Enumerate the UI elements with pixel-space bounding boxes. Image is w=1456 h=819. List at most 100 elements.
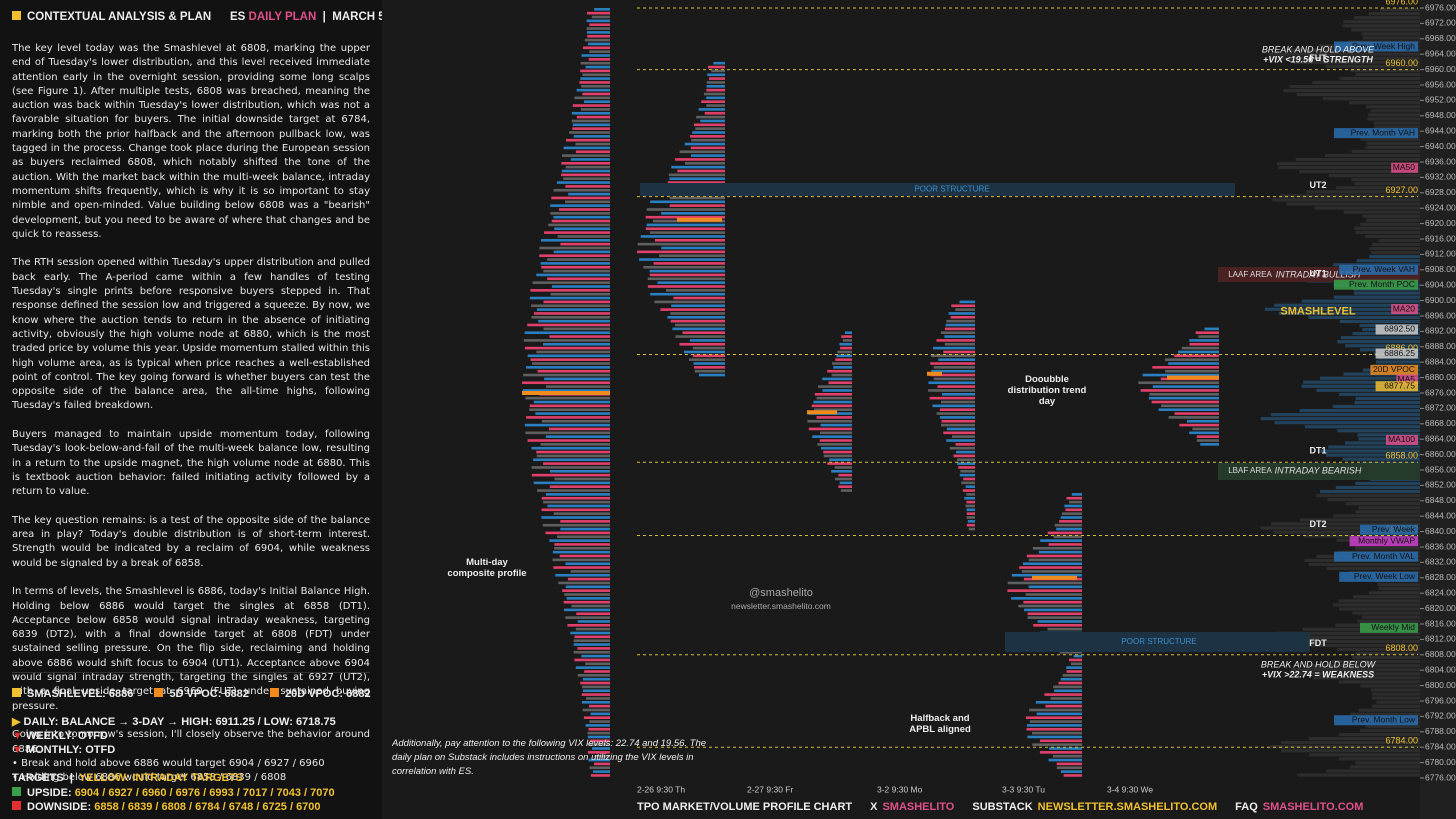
profile-bar [669, 204, 725, 207]
profile-bar [960, 470, 975, 473]
profile-bar [560, 520, 610, 523]
profile-bar [838, 485, 852, 488]
volume-bar [1340, 336, 1420, 340]
x-tick-label: 3-4 9:30 We [1107, 784, 1153, 794]
profile-bar [552, 550, 610, 554]
paragraph: The key question remains: is a test of t… [12, 514, 370, 569]
profile-bar [536, 350, 610, 354]
profile-bar [1056, 527, 1082, 531]
profile-bar [828, 381, 852, 385]
y-tick-label: 6944.00 [1425, 125, 1456, 135]
paragraph: The key level today was the Smashlevel a… [12, 43, 370, 240]
profile-bar [585, 697, 610, 700]
tag-label: 6892.50 [1384, 324, 1415, 334]
volume-bar [1322, 97, 1420, 101]
profile-bar [1063, 774, 1082, 777]
profile-bar [965, 485, 975, 488]
footer-item: X [870, 801, 878, 813]
volume-bar [1343, 210, 1420, 214]
profile-bar [1052, 754, 1082, 758]
y-tick-label: 6792.00 [1425, 711, 1456, 721]
profile-bar [524, 423, 610, 427]
band-label: POOR STRUCTURE [1121, 637, 1196, 646]
profile-bar [576, 88, 610, 92]
profile-bar [953, 454, 975, 458]
profile-bar [538, 319, 610, 323]
volume-bar [1352, 611, 1420, 615]
profile-bar [574, 96, 610, 100]
tag-bg [1334, 41, 1418, 52]
volume-bar [1374, 125, 1420, 129]
target-label: DT1 [1309, 446, 1326, 456]
tag-label: MA5 [1398, 374, 1416, 384]
profile-bar [928, 389, 975, 392]
profile-bar [540, 262, 610, 265]
profile-bar [539, 246, 610, 250]
profile-bar [1047, 627, 1082, 631]
profile-bar [1044, 693, 1082, 696]
profile-bar [575, 150, 610, 154]
profile-bar [1021, 570, 1082, 573]
volume-bar [1270, 56, 1420, 60]
profile-bar [933, 346, 975, 350]
volume-bar [1295, 157, 1420, 162]
y-tick-label: 6920.00 [1425, 218, 1456, 228]
profile-bar [637, 250, 725, 254]
profile-bar [1027, 735, 1082, 739]
profile-bar [649, 273, 725, 277]
volume-bar [1336, 186, 1420, 190]
volume-bar [1326, 769, 1420, 773]
profile-bar [808, 427, 852, 431]
profile-bar [584, 670, 610, 673]
profile-bar [645, 215, 725, 219]
volume-bar [1376, 360, 1420, 364]
profile-bar [1168, 362, 1219, 365]
area-label: INTRADAY BULLISH [1276, 269, 1361, 279]
profile-bar [653, 262, 725, 265]
volume-bar [1301, 384, 1420, 388]
profile-bar [1026, 554, 1082, 558]
tag-label: Prev. Month POC [1349, 279, 1415, 289]
volume-bar [1369, 246, 1420, 251]
profile-bar [1025, 593, 1082, 596]
x-tick-label: 2-26 9:30 Th [637, 784, 685, 794]
profile-bar [936, 339, 975, 342]
volume-bar [1371, 242, 1420, 247]
volume-bar [1328, 174, 1420, 178]
volume-bar [1339, 392, 1420, 396]
y-tick-label: 6936.00 [1425, 156, 1456, 166]
profile-bar [649, 269, 725, 273]
profile-bar [550, 204, 610, 207]
profile-bar [1196, 439, 1219, 442]
volume-bar [1355, 651, 1420, 656]
profile-bar [657, 281, 725, 284]
profile-bar [1066, 670, 1082, 673]
y-tick-label: 6880.00 [1425, 372, 1456, 382]
volume-bar [1308, 315, 1420, 319]
volume-bar [1365, 234, 1420, 238]
profile-bar [1148, 396, 1219, 400]
volume-bar [1326, 566, 1420, 571]
profile-bar [565, 138, 610, 142]
profile-bar [553, 512, 610, 515]
profile-bar [684, 162, 725, 165]
tag-bg [1339, 571, 1418, 582]
footer: TPO MARKET/VOLUME PROFILE CHART X SMASHELI… [637, 801, 1363, 813]
x-tick-label: 3-2 9:30 Mo [877, 784, 923, 794]
volume-bar [1327, 498, 1420, 502]
volume-bar [1293, 60, 1420, 64]
level-label: 6808.00 [1385, 643, 1418, 653]
volume-bar [1365, 724, 1420, 729]
volume-bar [1314, 206, 1420, 210]
profile-bar [649, 231, 725, 234]
header: CONTEXTUAL ANALYSIS & PLAN ES DAILY PLAN… [12, 11, 417, 23]
profile-bar [1035, 701, 1082, 704]
profile-bar [823, 450, 852, 454]
volume-bar [1339, 319, 1420, 324]
profile-bar [541, 265, 610, 269]
volume-bar [1293, 672, 1420, 676]
profile-bar [822, 389, 852, 392]
profile-bar [585, 724, 610, 727]
bias-weekly: ▼ WEEKLY: OTFD [12, 730, 108, 742]
y-tick-label: 6816.00 [1425, 618, 1456, 628]
